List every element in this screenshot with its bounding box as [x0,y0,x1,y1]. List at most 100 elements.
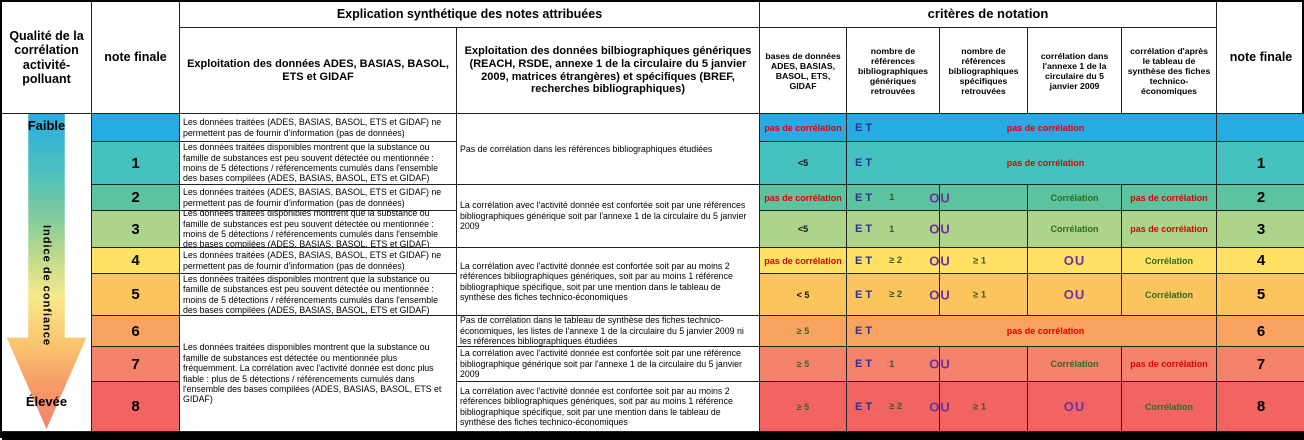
scale-label-faible: Faible [27,118,66,133]
annexe-row7: Corrélation [1028,347,1122,382]
specific-refs-row3: OU [929,211,1028,248]
et-operator: ET [855,288,876,301]
note-right-row1: 1 [1217,142,1304,185]
ref-count: ≥ 1 [973,401,987,412]
no-correlation-label: pas de corrélation [1006,326,1085,336]
ref-count: ≥ 2 [889,401,903,412]
ades-text-row5: Les données traitées disponibles montren… [180,274,457,316]
header-crit-annexe: corrélation dans l'annexe 1 de la circul… [1028,28,1122,114]
note-right-row3: 3 [1217,211,1304,248]
specific-refs-row5: OU ≥ 1 [929,274,1028,316]
et-operator: ET [855,325,876,337]
note-left-row2: 2 [92,185,180,211]
et-operator: ET [855,400,876,413]
ou-operator: OU [929,399,951,414]
ref-count: ≥ 2 [889,255,903,266]
tableau-row2: pas de corrélation [1122,185,1217,211]
scale-label-indice-de-confiance: Indice de confiance [40,225,53,347]
bases-row0: pas de corrélation [760,114,847,142]
tableau-row7: pas de corrélation [1122,347,1217,382]
et-operator: ET [855,254,876,267]
annexe-row2: Corrélation [1028,185,1122,211]
header-crit-specifiques: nombre de références bibliographiques sp… [940,28,1028,114]
specific-refs-row8: OU ≥ 1 [929,382,1028,432]
generic-refs-row2: ET 1 [847,185,940,211]
header-col-ades: Exploitation des données ADES, BASIAS, B… [180,28,457,114]
no-correlation-label: pas de corrélation [1006,122,1085,133]
ou-operator: OU [929,356,951,372]
header-crit-bases: bases de données ADES, BASIAS, BASOL, ET… [760,28,847,114]
ou-operator: OU [929,253,951,268]
note-right-row7: 7 [1217,347,1304,382]
annexe-row5-ou-operator: OU [1028,274,1122,316]
ades-text-row0: Les données traitées (ADES, BASIAS, BASO… [180,114,457,142]
generic-refs-row7: ET 1 [847,347,940,382]
header-note-finale-left: note finale [92,2,180,114]
confidence-scale-column: Faible Indice de confiance Élevée [2,114,92,432]
criteria-merged-row0: ET pas de corrélation [847,114,1217,142]
bases-row7: ≥ 5 [760,347,847,382]
note-left-row8: 8 [92,382,180,432]
ref-count: 1 [889,192,895,203]
biblio-text-row6: Pas de corrélation dans le tableau de sy… [457,316,760,347]
note-right-row4: 4 [1217,248,1304,274]
header-criteres: critères de notation [760,2,1217,28]
ou-operator: OU [929,190,951,205]
et-operator: ET [855,358,876,370]
header-qualite: Qualité de la corrélation activité-pollu… [2,2,92,114]
header-note-finale-right: note finale [1217,2,1304,114]
note-left-row7: 7 [92,347,180,382]
tableau-row4: Corrélation [1122,248,1217,274]
tableau-row8: Corrélation [1122,382,1217,432]
note-right-row8: 8 [1217,382,1304,432]
ref-count: 1 [889,358,895,370]
note-right-row2: 2 [1217,185,1304,211]
generic-refs-row5: ET ≥ 2 [847,274,940,316]
header-crit-generiques: nombre de références bibliographiques gé… [847,28,940,114]
specific-refs-row4: OU ≥ 1 [929,248,1028,274]
ou-operator: OU [929,287,951,302]
note-left-row0 [92,114,180,142]
note-left-row1: 1 [92,142,180,185]
note-left-row4: 4 [92,248,180,274]
et-operator: ET [855,223,876,235]
biblio-text-rows4-5: La corrélation avec l'activité donnée es… [457,248,760,316]
generic-refs-row4: ET ≥ 2 [847,248,940,274]
et-operator: ET [855,191,876,204]
specific-refs-row7: OU [929,347,1028,382]
scale-label-elevee: Élevée [25,394,68,409]
ades-text-row4: Les données traitées (ADES, BASIAS, BASO… [180,248,457,274]
note-left-row3: 3 [92,211,180,248]
bases-row2: pas de corrélation [760,185,847,211]
generic-refs-row3: ET 1 [847,211,940,248]
et-operator: ET [855,121,876,134]
biblio-text-rows0-1: Pas de corrélation dans les références b… [457,114,760,185]
bottom-border-bar [2,432,1304,440]
ou-operator: OU [929,221,951,237]
no-correlation-label: pas de corrélation [1006,158,1085,168]
bases-row5: < 5 [760,274,847,316]
biblio-text-row8: La corrélation avec l'activité donnée es… [457,382,760,432]
bases-row3: <5 [760,211,847,248]
bases-row8: ≥ 5 [760,382,847,432]
ades-text-row3: Les données traitées disponibles montren… [180,211,457,248]
note-left-row5: 5 [92,274,180,316]
note-right-row6: 6 [1217,316,1304,347]
annexe-row3: Corrélation [1028,211,1122,248]
bases-row6: ≥ 5 [760,316,847,347]
bases-row1: <5 [760,142,847,185]
biblio-text-rows2-3: La corrélation avec l'activité donnée es… [457,185,760,248]
ref-count: 1 [889,223,895,235]
ades-text-row2: Les données traitées (ADES, BASIAS, BASO… [180,185,457,211]
tableau-row5: Corrélation [1122,274,1217,316]
criteria-merged-row6: ET pas de corrélation [847,316,1217,347]
tableau-row3: pas de corrélation [1122,211,1217,248]
biblio-text-row7: La corrélation avec l'activité donnée es… [457,347,760,382]
header-col-biblio: Exploitation des données bilbiographique… [457,28,760,114]
annexe-row8-ou-operator: OU [1028,382,1122,432]
ades-text-row1: Les données traitées disponibles montren… [180,142,457,185]
note-right-row0 [1217,114,1304,142]
ref-count: ≥ 2 [889,289,903,300]
bases-row4: pas de corrélation [760,248,847,274]
